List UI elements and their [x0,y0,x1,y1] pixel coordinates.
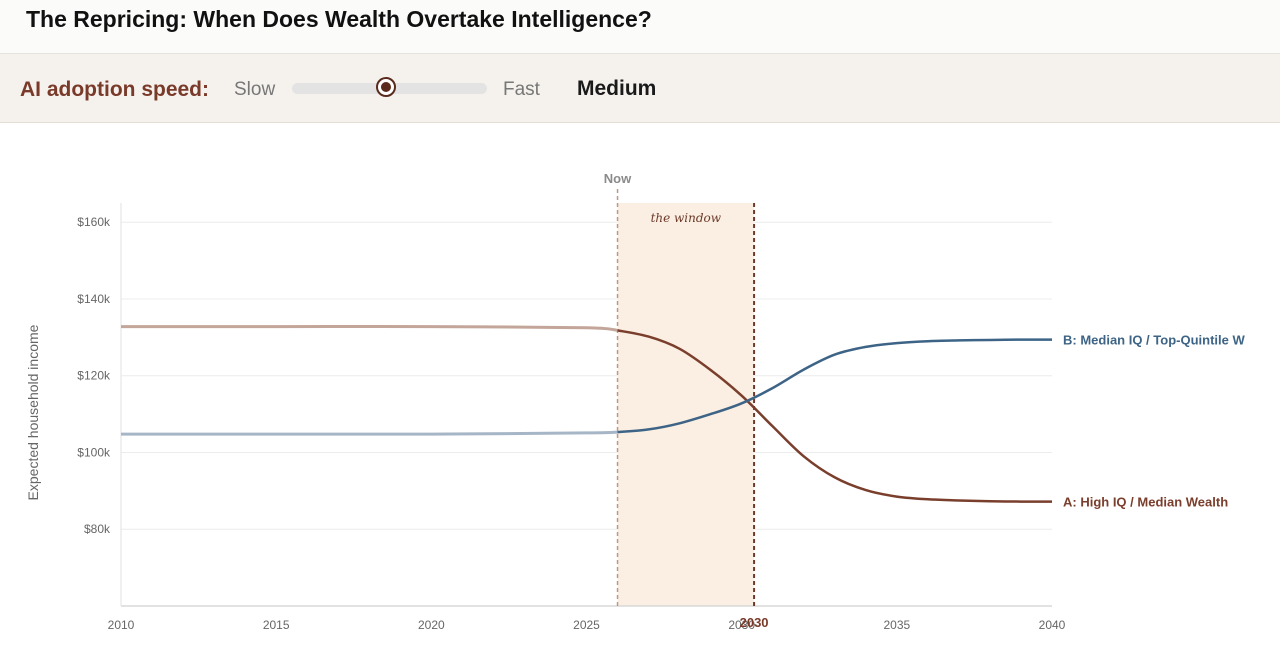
x-tick-label: 2015 [263,618,290,632]
adoption-speed-label: AI adoption speed: [20,78,209,101]
y-axis-title: Expected household income [25,324,41,500]
grid-lines [121,221,1052,530]
series-label: B: Median IQ / Top-Quintile W [1063,333,1245,348]
series-b-line-projected [617,338,1052,434]
x-tick-label: 2035 [883,618,910,632]
series-labels: A: High IQ / Median Wealth B: Median IQ /… [1063,333,1245,510]
slider-min-label: Slow [234,79,276,100]
x-tick-label: 2025 [573,618,600,632]
y-tick-label: $80k [84,522,111,536]
window-band [617,203,755,606]
adoption-speed-value: Medium [577,77,657,100]
title-bar: The Repricing: When Does Wealth Overtake… [0,0,1280,54]
series-a-line-historical [120,325,618,332]
x-tick-label: 2020 [418,618,445,632]
crossover-year-label: 2030 [740,615,769,630]
y-tick-label: $120k [77,369,111,383]
income-chart: $80k $100k $120k $140k $160k 2010 2015 2020 202… [25,171,1245,632]
y-tick-label: $100k [77,445,111,459]
series-b-line-historical [121,430,618,436]
y-tick-label: $160k [77,215,111,229]
x-tick-labels: 2010 2015 2020 2025 2030 2035 2040 [108,618,1066,632]
y-tick-labels: $80k $100k $120k $140k $160k [77,215,111,536]
page-title: The Repricing: When Does Wealth Overtake… [26,6,652,32]
control-bar: AI adoption speed: Slow Fast Medium [0,54,1280,123]
y-tick-label: $140k [77,292,111,306]
series-label: A: High IQ / Median Wealth [1063,495,1228,510]
window-label: the window [651,211,722,225]
x-tick-label: 2040 [1039,618,1066,632]
slider-thumb[interactable] [376,77,396,97]
now-label: Now [604,171,632,186]
x-tick-label: 2030 [728,618,755,632]
slider-max-label: Fast [503,79,540,100]
series-a-line-projected [617,329,1053,503]
x-tick-label: 2010 [108,618,135,632]
series-lines [120,325,1053,503]
